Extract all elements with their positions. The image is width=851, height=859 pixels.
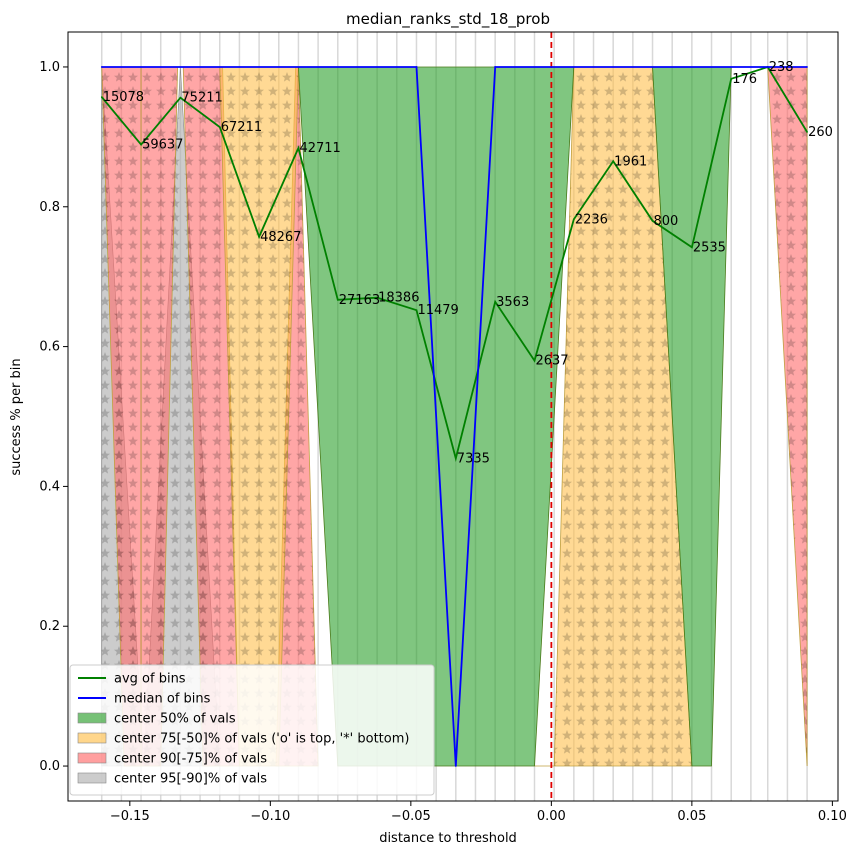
series-point <box>140 143 142 146</box>
series-point <box>179 96 182 99</box>
band-hatch <box>141 67 178 766</box>
x-tick-label: −0.05 <box>391 809 431 824</box>
x-tick-label: 0.10 <box>818 809 847 824</box>
series-point <box>612 160 614 163</box>
series-point <box>651 219 654 222</box>
series-point <box>100 96 103 98</box>
band-hatch <box>767 67 808 766</box>
x-tick-label: 0.05 <box>677 809 706 824</box>
legend-swatch <box>77 752 107 764</box>
legend-label: center 95[-90]% of vals <box>114 772 267 787</box>
y-tick-label: 0.6 <box>39 340 60 355</box>
series-point <box>336 298 339 301</box>
y-axis-label: success % per bin <box>9 358 24 475</box>
legend-swatch <box>77 772 107 784</box>
legend-swatch <box>77 732 107 744</box>
series-point <box>806 131 808 133</box>
series-point <box>297 147 300 149</box>
series-point <box>218 126 221 128</box>
legend-label: median of bins <box>114 692 211 707</box>
bin-count-label: 11479 <box>417 303 458 318</box>
series-point <box>730 78 733 80</box>
series-point <box>455 457 457 460</box>
bin-count-label: 15078 <box>103 90 144 105</box>
y-tick-label: 0.0 <box>39 759 60 774</box>
x-tick-label: 0.00 <box>537 809 566 824</box>
bin-count-label: 2236 <box>575 212 608 227</box>
legend-label: center 90[-75]% of vals <box>114 752 267 767</box>
y-tick-label: 0.2 <box>39 619 60 634</box>
y-tick-label: 0.4 <box>39 479 60 494</box>
bin-count-label: 59637 <box>142 138 183 153</box>
bin-count-label: 2535 <box>693 240 726 255</box>
series-point <box>415 66 418 68</box>
series-point <box>376 296 378 299</box>
bin-count-label: 238 <box>769 60 794 75</box>
bin-count-label: 260 <box>808 125 833 140</box>
band-hatch <box>101 67 142 766</box>
legend-swatch <box>77 712 107 724</box>
bin-count-label: 48267 <box>260 230 301 245</box>
series-point <box>494 301 496 303</box>
bin-count-label: 3563 <box>496 295 529 310</box>
bin-count-label: 67211 <box>221 120 262 135</box>
bin-count-label: 2637 <box>535 354 568 369</box>
series-point <box>415 309 418 312</box>
bin-count-label: 1961 <box>614 154 647 169</box>
series-point <box>455 765 457 767</box>
series-point <box>806 66 808 68</box>
x-axis-label: distance to threshold <box>379 831 517 846</box>
x-tick-label: −0.15 <box>110 809 150 824</box>
legend-box <box>69 664 435 796</box>
series-point <box>691 246 693 249</box>
bin-count-label: 7335 <box>457 451 490 466</box>
series-point <box>573 218 575 221</box>
series-point <box>258 236 260 238</box>
band-hatch <box>534 67 692 766</box>
bin-count-label: 27163 <box>339 293 380 308</box>
bin-count-label: 75211 <box>181 91 222 106</box>
plot-frame <box>67 31 839 802</box>
band-hatch <box>219 67 299 766</box>
bin-count-label: 176 <box>732 72 757 87</box>
legend-label: avg of bins <box>114 672 186 687</box>
series-point <box>533 359 536 362</box>
chart-title: median_ranks_std_18_prob <box>346 10 550 29</box>
series-point <box>494 66 496 68</box>
bin-count-label: 800 <box>654 214 679 229</box>
band-hatch <box>276 67 319 766</box>
x-tick-label: −0.10 <box>250 809 290 824</box>
bin-count-label: 18386 <box>378 291 419 306</box>
legend-label: center 50% of vals <box>114 712 236 727</box>
y-tick-label: 1.0 <box>39 60 60 75</box>
legend-label: center 75[-50]% of vals ('o' is top, '*'… <box>114 732 409 747</box>
y-tick-label: 0.8 <box>39 200 60 215</box>
series-point <box>100 66 103 68</box>
bin-count-label: 42711 <box>299 141 340 156</box>
